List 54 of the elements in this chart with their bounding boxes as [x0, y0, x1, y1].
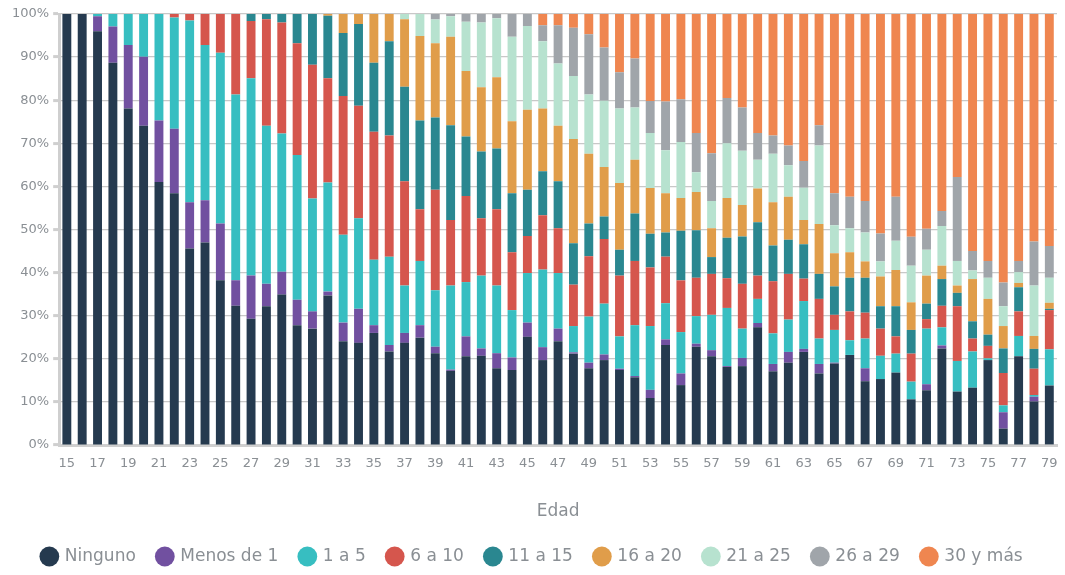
- x-tick-label: 49: [580, 455, 598, 471]
- x-tick-label: 33: [334, 455, 352, 471]
- x-tick-label: 37: [396, 455, 413, 471]
- x-tick-label: 71: [918, 455, 935, 471]
- x-tick-label: 67: [856, 455, 874, 471]
- x-tick-label: 77: [1010, 455, 1027, 471]
- x-tick-label: 45: [519, 455, 536, 471]
- x-tick-label: 15: [58, 455, 76, 471]
- x-tick-label: 59: [734, 455, 751, 471]
- legend-label: Menos de 1: [180, 544, 279, 565]
- x-tick-label: 75: [979, 455, 997, 471]
- y-tick-label: 80%: [20, 91, 50, 107]
- x-tick-label: 47: [549, 455, 567, 471]
- x-tick-label: 31: [304, 455, 321, 471]
- y-tick-label: 70%: [20, 134, 50, 150]
- legend-label: 1 a 5: [322, 544, 366, 565]
- x-tick-label: 27: [242, 455, 260, 471]
- x-tick-label: 51: [611, 455, 628, 471]
- legend-label: 30 y más: [944, 544, 1023, 565]
- x-tick-label: 19: [119, 455, 137, 471]
- y-tick-label: 40%: [20, 263, 50, 279]
- y-tick-label: 30%: [20, 307, 50, 323]
- x-tick-label: 29: [273, 455, 291, 471]
- x-tick-label: 61: [764, 455, 782, 471]
- x-tick-label: 53: [641, 455, 659, 471]
- x-tick-label: 43: [488, 455, 505, 471]
- y-tick-label: 10%: [20, 393, 50, 409]
- x-tick-label: 79: [1041, 455, 1058, 471]
- legend-label: 16 a 20: [617, 544, 682, 565]
- legend-label: 11 a 15: [508, 544, 573, 565]
- x-tick-label: 63: [795, 455, 812, 471]
- y-tick-label: 100%: [11, 5, 50, 21]
- x-tick-label: 57: [703, 455, 720, 471]
- x-tick-label: 17: [89, 455, 106, 471]
- y-tick-label: 90%: [20, 48, 50, 64]
- x-tick-label: 21: [150, 455, 168, 471]
- x-tick-label: 73: [948, 455, 966, 471]
- x-tick-label: 23: [181, 455, 198, 471]
- legend-label: 6 a 10: [410, 544, 464, 565]
- x-tick-label: 69: [887, 455, 905, 471]
- y-tick-label: 0%: [28, 436, 50, 452]
- x-tick-label: 65: [826, 455, 843, 471]
- x-tick-label: 41: [457, 455, 475, 471]
- y-tick-label: 20%: [20, 350, 50, 366]
- x-tick-label: 25: [212, 455, 229, 471]
- y-tick-label: 60%: [20, 177, 50, 193]
- legend-label: 26 a 29: [835, 544, 900, 565]
- y-tick-label: 50%: [20, 220, 50, 236]
- x-tick-label: 55: [672, 455, 690, 471]
- x-axis-title: Edad: [536, 500, 580, 521]
- x-tick-label: 35: [365, 455, 383, 471]
- legend-label: 21 a 25: [726, 544, 791, 565]
- x-tick-label: 39: [427, 455, 444, 471]
- legend-label: Ninguno: [64, 544, 136, 565]
